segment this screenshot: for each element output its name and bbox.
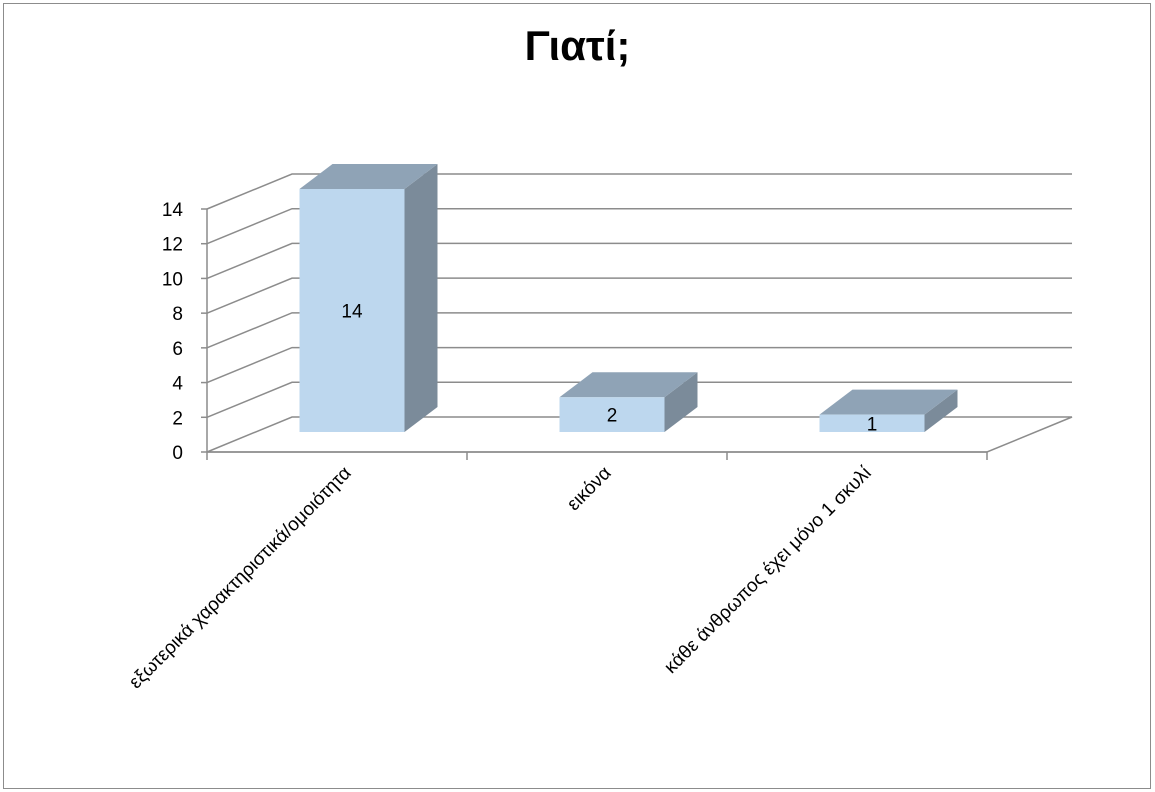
y-tick-label: 12 <box>162 235 183 256</box>
category-label: εικόνα <box>563 463 615 515</box>
y-tick-label: 10 <box>162 269 183 290</box>
gridline <box>206 207 1072 245</box>
bar <box>559 397 665 432</box>
y-tick-label: 2 <box>172 408 183 429</box>
y-tick-label: 6 <box>172 339 183 360</box>
data-label: 14 <box>341 302 363 323</box>
bar-side <box>404 164 438 432</box>
category-label: κάθε άνθρωπος έχει μόνο 1 σκυλί <box>660 462 876 678</box>
chart-title: Γιατί; <box>524 22 631 69</box>
y-tick-label: 4 <box>172 374 183 395</box>
gridline <box>206 381 1072 418</box>
gridline <box>206 242 1072 280</box>
gridline <box>206 346 1072 384</box>
y-tick-label: 0 <box>172 443 183 464</box>
bar <box>299 189 405 432</box>
gridline <box>206 277 1072 314</box>
y-tick-label: 8 <box>172 304 183 325</box>
gridline <box>206 173 1072 210</box>
data-label: 1 <box>867 414 878 435</box>
bar-top <box>559 372 698 398</box>
bar-side <box>664 372 698 432</box>
bar-top <box>299 164 438 189</box>
category-label: εξωτερικά χαρακτηριστικά/ομοιότητα <box>125 463 355 693</box>
gridline <box>206 312 1072 349</box>
bar <box>819 414 925 432</box>
data-label: 2 <box>607 406 618 427</box>
bar-side <box>924 389 958 432</box>
y-tick-label: 14 <box>162 200 184 221</box>
bar-top <box>819 389 958 415</box>
